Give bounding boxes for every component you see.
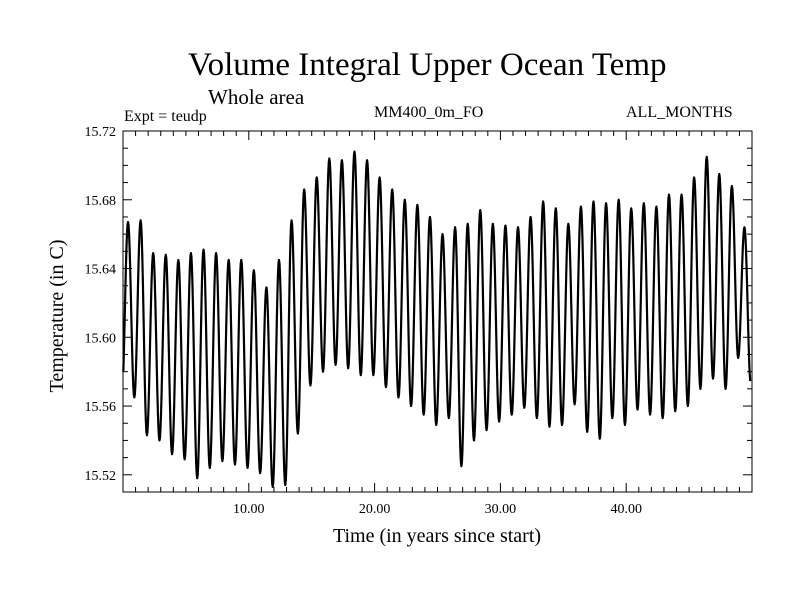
y-tick-label: 15.68 [85, 194, 117, 209]
y-tick-label: 15.72 [85, 125, 117, 140]
y-tick-label: 15.64 [85, 263, 117, 278]
x-tick-label: 30.00 [485, 502, 517, 517]
x-tick-label: 10.00 [233, 502, 265, 517]
x-tick-label: 20.00 [359, 502, 391, 517]
experiment-label: Expt = teudp [124, 108, 207, 125]
dataset-label: MM400_0m_FO [374, 104, 484, 121]
y-tick-label: 15.52 [85, 469, 117, 484]
x-axis-label: Time (in years since start) [332, 525, 542, 547]
chart-title: Volume Integral Upper Ocean Temp [188, 47, 667, 83]
chart-subtitle: Whole area [208, 85, 305, 109]
y-tick-label: 15.60 [85, 331, 117, 346]
y-tick-label: 15.56 [85, 400, 117, 415]
months-label: ALL_MONTHS [626, 104, 733, 121]
temperature-series-line [122, 150, 752, 488]
x-tick-label: 40.00 [610, 502, 642, 517]
